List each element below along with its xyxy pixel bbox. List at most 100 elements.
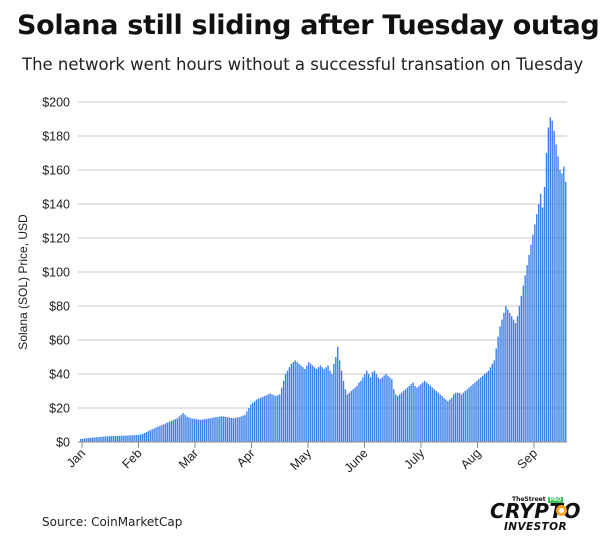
price-bar bbox=[367, 374, 370, 442]
price-bar bbox=[501, 319, 503, 442]
price-bar bbox=[282, 380, 285, 442]
price-bar bbox=[163, 424, 165, 442]
price-bar bbox=[80, 438, 82, 442]
price-bar bbox=[217, 416, 219, 442]
y-tick-label: $100 bbox=[42, 266, 70, 280]
price-bar bbox=[112, 436, 115, 442]
price-bar bbox=[435, 391, 437, 442]
price-bar bbox=[279, 394, 281, 442]
price-bar bbox=[180, 414, 182, 442]
y-tick-label: $200 bbox=[42, 96, 70, 110]
price-bar bbox=[280, 387, 283, 442]
price-bar bbox=[481, 375, 484, 442]
price-bar bbox=[503, 312, 505, 442]
price-bar bbox=[458, 392, 461, 442]
price-bar bbox=[387, 375, 389, 442]
price-bar bbox=[354, 387, 356, 442]
price-bar bbox=[491, 363, 494, 442]
price-bar bbox=[257, 398, 260, 442]
price-bar bbox=[522, 285, 524, 442]
price-bar bbox=[381, 377, 383, 442]
price-bar bbox=[116, 435, 119, 442]
price-bar bbox=[348, 392, 351, 442]
price-bar bbox=[209, 418, 211, 442]
price-bar bbox=[124, 435, 126, 442]
price-bar bbox=[549, 117, 551, 443]
y-tick-label: $20 bbox=[49, 402, 70, 416]
price-bar bbox=[103, 436, 105, 442]
price-bar bbox=[128, 435, 130, 442]
price-bar bbox=[402, 391, 405, 442]
price-bar bbox=[273, 395, 275, 442]
price-bar bbox=[400, 392, 403, 442]
price-bar bbox=[395, 394, 397, 442]
price-bars bbox=[80, 117, 567, 443]
price-bar bbox=[464, 391, 466, 442]
price-bar bbox=[487, 370, 490, 442]
y-tick-label: $40 bbox=[49, 368, 70, 382]
price-bar bbox=[439, 394, 441, 442]
price-bar bbox=[321, 367, 323, 442]
price-bar bbox=[99, 436, 101, 442]
price-bar bbox=[512, 319, 515, 442]
price-bar bbox=[433, 389, 436, 442]
price-bar bbox=[518, 306, 521, 442]
price-bar bbox=[516, 316, 519, 442]
price-bar bbox=[447, 401, 449, 442]
price-bar bbox=[261, 396, 264, 442]
price-bar bbox=[539, 193, 542, 442]
y-tick-label: $80 bbox=[49, 300, 70, 314]
price-bar bbox=[114, 435, 117, 442]
price-bar bbox=[83, 438, 86, 442]
price-bar bbox=[466, 389, 468, 442]
price-bar bbox=[456, 392, 459, 442]
price-bar bbox=[219, 416, 221, 442]
y-tick-label: $140 bbox=[42, 198, 70, 212]
price-bar bbox=[226, 417, 229, 442]
price-bar bbox=[174, 419, 177, 442]
price-bar bbox=[342, 380, 345, 442]
price-bar bbox=[300, 365, 302, 442]
price-bar bbox=[122, 435, 124, 442]
price-bar bbox=[474, 382, 476, 442]
price-bar bbox=[244, 414, 246, 442]
price-bar bbox=[134, 435, 136, 442]
price-bar bbox=[120, 435, 122, 442]
price-bar bbox=[182, 413, 184, 442]
price-bar bbox=[391, 379, 393, 442]
price-bar bbox=[408, 385, 410, 442]
price-bar bbox=[253, 401, 256, 442]
price-bar bbox=[443, 397, 445, 442]
price-bar bbox=[110, 436, 113, 442]
price-bar bbox=[480, 377, 482, 442]
price-bar bbox=[118, 435, 121, 442]
price-bar bbox=[468, 387, 470, 442]
price-bar bbox=[323, 368, 325, 442]
price-bar bbox=[252, 402, 254, 442]
price-bar bbox=[296, 362, 298, 442]
price-bar bbox=[313, 367, 316, 442]
price-bar bbox=[547, 127, 550, 442]
price-bar bbox=[534, 224, 536, 442]
price-bar bbox=[306, 365, 308, 442]
price-bar bbox=[311, 365, 314, 442]
price-bar bbox=[215, 417, 217, 442]
price-bar bbox=[364, 374, 366, 442]
price-bar bbox=[143, 432, 146, 442]
price-bar bbox=[396, 396, 399, 442]
price-bar bbox=[223, 416, 225, 442]
price-bar bbox=[493, 360, 495, 442]
price-bar bbox=[420, 384, 422, 442]
price-bar bbox=[398, 394, 401, 442]
price-bar bbox=[541, 207, 544, 442]
price-bar bbox=[81, 438, 84, 442]
price-bar bbox=[132, 435, 134, 442]
x-tick-label: June bbox=[342, 446, 371, 475]
price-bar bbox=[159, 425, 161, 442]
price-bar bbox=[205, 418, 208, 442]
price-bar bbox=[236, 417, 238, 442]
price-bar bbox=[288, 367, 291, 442]
price-bar bbox=[165, 423, 167, 442]
price-bar bbox=[302, 367, 304, 442]
